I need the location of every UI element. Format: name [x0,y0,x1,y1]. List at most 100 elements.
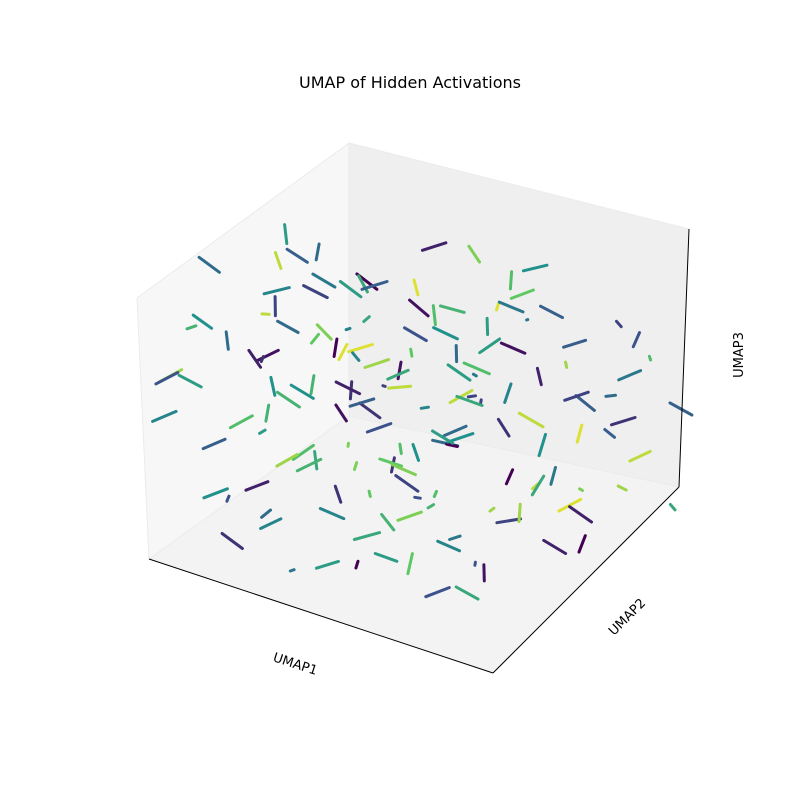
data-segment [283,223,289,246]
back-pane [349,143,689,487]
data-segment [517,411,545,429]
data-segment [363,358,391,369]
data-segment [668,401,694,417]
data-segment [332,337,339,358]
data-segment [426,503,436,510]
data-segment [288,568,296,573]
data-segment [521,263,549,273]
data-segment [398,442,403,455]
data-segment [224,330,230,351]
data-segment [396,510,423,522]
data-segment [503,382,513,404]
data-segment [258,428,267,435]
data-segment [264,403,271,423]
data-segment [291,443,315,461]
data-segment [334,403,348,423]
data-segment [471,372,478,378]
data-segment [289,383,315,400]
data-segment [302,284,329,300]
data-segment [488,506,496,513]
data-segment [260,312,271,316]
data-segment [539,304,564,320]
x-axis-line [148,558,494,674]
data-segment [432,489,438,498]
data-segment [496,417,511,438]
data-segment [259,355,265,364]
data-segment [346,441,350,448]
data-segment [454,585,480,601]
data-segment [373,552,399,563]
data-segment [436,539,461,553]
data-segment [394,474,420,493]
data-segment [647,354,653,362]
pane-edge-left-front [136,297,150,560]
data-segment [351,351,361,362]
data-segment [495,301,501,312]
data-segment [247,348,263,369]
data-segment [499,341,527,355]
data-segment [563,390,590,402]
data-segment [154,371,180,386]
z-axis-line [678,228,690,488]
data-segment [628,449,652,463]
data-segment [603,428,616,439]
data-segment [479,398,483,405]
y-axis-line [492,486,680,674]
data-segment [604,393,617,398]
data-segment [314,559,340,570]
data-segment [275,390,301,409]
data-segment [530,474,546,497]
data-segment [549,465,557,486]
data-segment [411,443,420,462]
data-segment [509,288,535,300]
data-segment [535,366,543,387]
data-segment [201,437,227,451]
data-segment [269,375,277,397]
axis-lines [148,228,690,674]
data-segment [309,374,316,396]
data-segment [276,319,300,334]
data-segment [333,484,343,504]
data-segment [381,384,387,388]
data-segment [318,507,346,521]
data-segment [311,272,337,289]
data-segment [462,361,491,376]
data-segment [574,394,596,412]
chart-title: UMAP of Hidden Activations [299,73,521,92]
data-segment [406,552,414,576]
data-segment [467,244,481,264]
floor-pane [149,416,679,673]
data-segment [367,489,372,498]
data-segment [448,534,462,541]
data-segment [310,332,320,345]
data-segment [445,442,459,448]
pane-edge-top-back [348,142,690,230]
data-segment [244,480,270,492]
data-segment [578,487,584,492]
data-segment [347,343,374,354]
data-segment [439,304,466,314]
data-segment [365,422,393,434]
data-segment [431,304,437,327]
z-axis-label: UMAP3 [732,332,747,378]
data-segment [334,380,362,396]
data-segment [228,414,254,430]
data-segment [151,409,178,423]
data-segment [380,512,396,532]
axes-panes [137,143,689,673]
data-segment [202,487,229,500]
data-segment [568,505,593,524]
data-segment [260,508,272,519]
data-segment [432,326,459,341]
data-segment [455,394,484,407]
data-segment [485,316,490,336]
data-segment [610,416,637,427]
data-segment [478,337,502,355]
data-segment [537,432,547,458]
data-segment [408,298,430,318]
data-segment [504,468,515,486]
data-segment [315,323,333,341]
data-segment [177,373,203,389]
data-segment [615,319,623,329]
data-segment [542,538,568,555]
